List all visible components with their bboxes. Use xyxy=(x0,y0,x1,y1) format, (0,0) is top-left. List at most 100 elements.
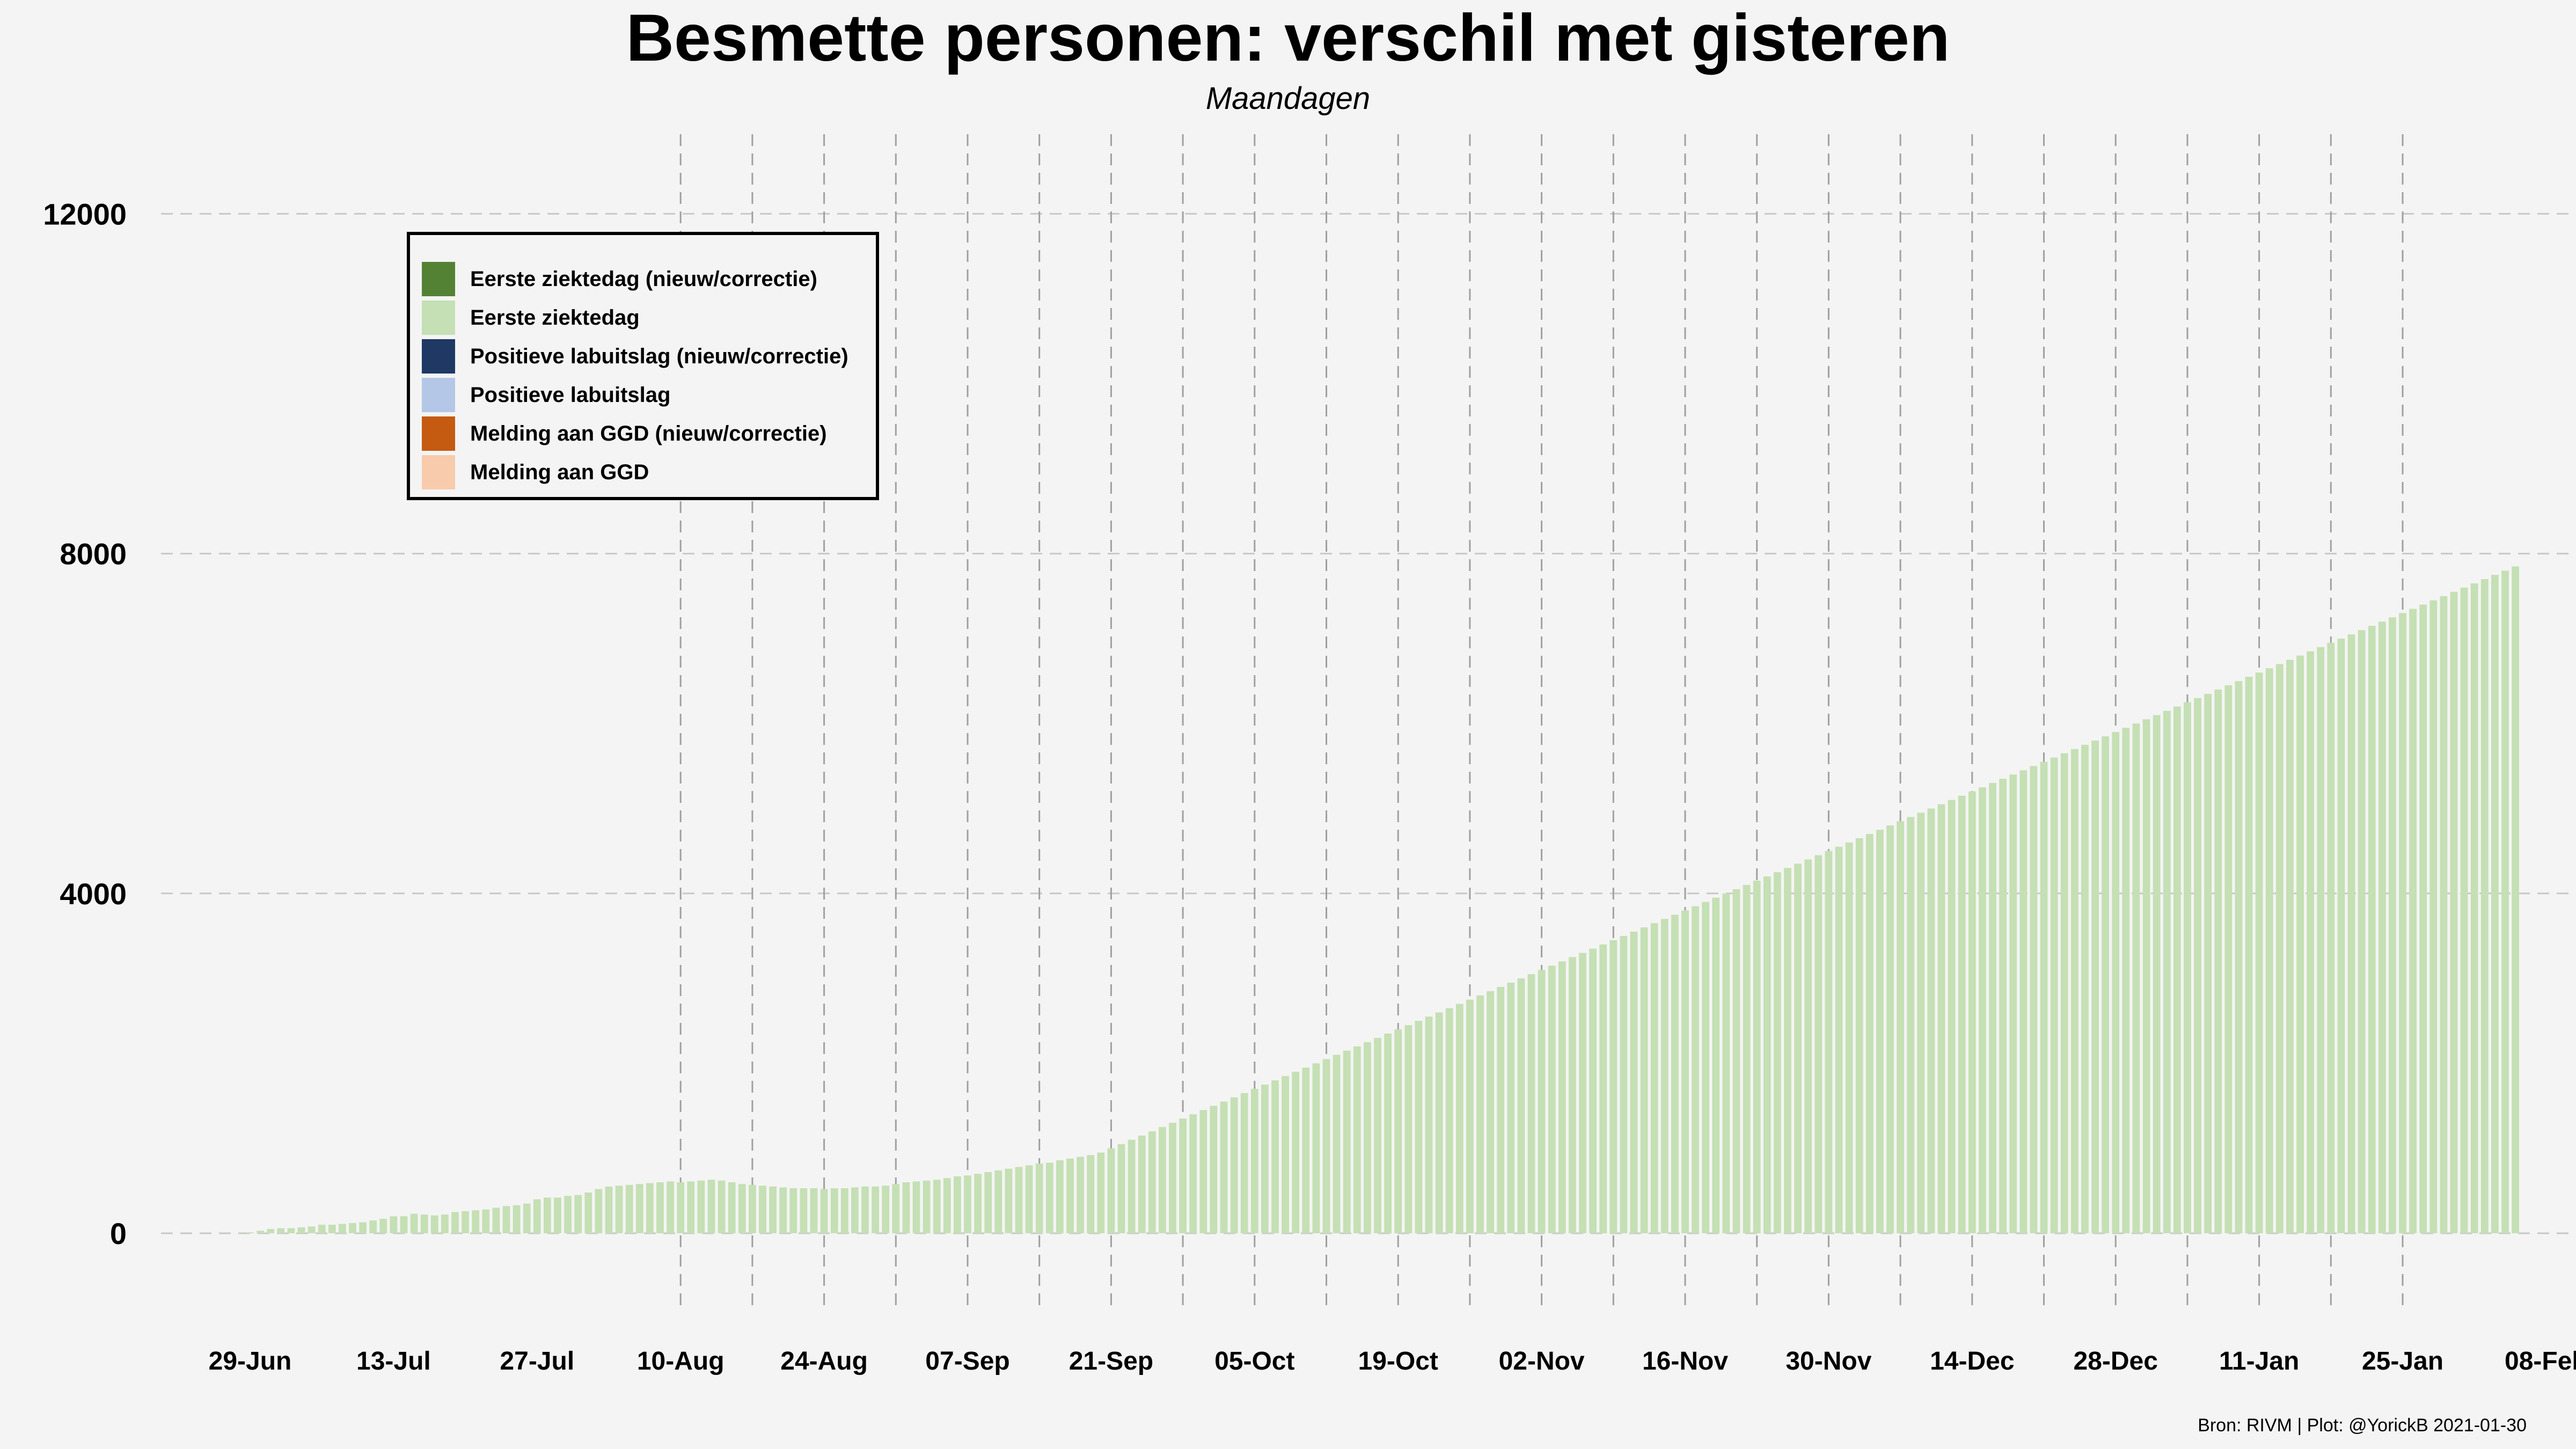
bar-eerste-ziektedag xyxy=(1579,953,1586,1233)
bar-eerste-ziektedag xyxy=(820,1189,828,1233)
bar-eerste-ziektedag xyxy=(1958,795,1966,1233)
bar-eerste-ziektedag xyxy=(800,1188,808,1233)
bar-eerste-ziektedag xyxy=(2389,617,2396,1233)
bar-eerste-ziektedag xyxy=(390,1216,398,1233)
chart-subtitle: Maandagen xyxy=(1205,81,1371,116)
bar-eerste-ziektedag xyxy=(2327,642,2335,1233)
bar-eerste-ziektedag xyxy=(1702,902,1710,1233)
bar-eerste-ziektedag xyxy=(1732,889,1740,1233)
bar-eerste-ziektedag xyxy=(2173,706,2181,1233)
bar-eerste-ziektedag xyxy=(1035,1163,1043,1233)
bar-eerste-ziektedag xyxy=(2204,693,2212,1233)
bar-eerste-ziektedag xyxy=(1230,1097,1238,1233)
bar-eerste-ziektedag xyxy=(2317,647,2325,1233)
bar-eerste-ziektedag xyxy=(1210,1106,1218,1233)
bar-eerste-ziektedag xyxy=(472,1210,480,1233)
bar-eerste-ziektedag xyxy=(2163,711,2171,1233)
bar-eerste-ziektedag xyxy=(410,1213,418,1233)
bar-eerste-ziektedag xyxy=(1404,1025,1413,1233)
bar-eerste-ziektedag xyxy=(1743,884,1751,1233)
legend-swatch xyxy=(422,262,455,296)
bar-eerste-ziektedag xyxy=(1558,961,1566,1233)
bar-eerste-ziektedag xyxy=(1425,1016,1433,1233)
bar-eerste-ziektedag xyxy=(277,1228,285,1233)
bar-eerste-ziektedag xyxy=(1476,995,1484,1233)
bar-eerste-ziektedag xyxy=(1937,804,1945,1233)
bar-eerste-ziektedag xyxy=(2275,664,2284,1233)
x-tick-label: 08-Feb xyxy=(2505,1347,2576,1375)
bar-eerste-ziektedag xyxy=(379,1219,387,1233)
bar-eerste-ziektedag xyxy=(1527,974,1535,1233)
bar-eerste-ziektedag xyxy=(1466,999,1474,1233)
legend-label: Positieve labuitslag (nieuw/correctie) xyxy=(470,344,848,368)
bar-eerste-ziektedag xyxy=(2132,723,2140,1233)
bar-eerste-ziektedag xyxy=(2153,715,2161,1233)
x-tick-label: 19-Oct xyxy=(1358,1347,1438,1375)
bar-eerste-ziektedag xyxy=(2009,774,2017,1233)
bar-eerste-ziektedag xyxy=(1189,1114,1197,1233)
bar-eerste-ziektedag xyxy=(451,1212,459,1233)
bar-eerste-ziektedag xyxy=(1261,1084,1269,1233)
bar-eerste-ziektedag xyxy=(1722,893,1730,1233)
bar-eerste-ziektedag xyxy=(892,1184,900,1233)
x-tick-label: 11-Jan xyxy=(2219,1347,2299,1375)
bar-eerste-ziektedag xyxy=(1333,1055,1341,1233)
bar-eerste-ziektedag xyxy=(2358,630,2366,1233)
source-caption: Bron: RIVM | Plot: @YorickB 2021-01-30 xyxy=(2198,1415,2527,1436)
bar-eerste-ziektedag xyxy=(861,1186,869,1233)
bar-eerste-ziektedag xyxy=(933,1180,941,1233)
x-tick-label: 07-Sep xyxy=(925,1347,1009,1375)
bar-eerste-ziektedag xyxy=(1927,808,1935,1233)
bar-eerste-ziektedag xyxy=(1599,944,1607,1233)
bar-eerste-ziektedag xyxy=(1968,791,1976,1233)
bar-eerste-ziektedag xyxy=(635,1184,643,1233)
x-tick-label: 02-Nov xyxy=(1499,1347,1585,1375)
bar-eerste-ziektedag xyxy=(430,1215,438,1233)
bar-eerste-ziektedag xyxy=(502,1206,510,1233)
bar-eerste-ziektedag xyxy=(2194,698,2201,1233)
legend-item: Positieve labuitslag xyxy=(422,376,876,414)
bar-eerste-ziektedag xyxy=(1855,838,1863,1233)
bar-eerste-ziektedag xyxy=(1240,1093,1248,1233)
bar-eerste-ziektedag xyxy=(1999,779,2007,1233)
bar-eerste-ziektedag xyxy=(1364,1042,1371,1233)
bar-eerste-ziektedag xyxy=(318,1225,326,1233)
bar-eerste-ziektedag xyxy=(1640,927,1648,1233)
bar-eerste-ziektedag xyxy=(2337,638,2345,1233)
bar-eerste-ziektedag xyxy=(677,1182,685,1233)
bar-eerste-ziektedag xyxy=(810,1188,818,1233)
chart-title: Besmette personen: verschil met gisteren xyxy=(626,1,1950,75)
bar-eerste-ziektedag xyxy=(308,1226,316,1233)
bar-eerste-ziektedag xyxy=(2460,587,2468,1233)
bar-eerste-ziektedag xyxy=(1148,1131,1156,1233)
bar-eerste-ziektedag xyxy=(2450,591,2458,1233)
bar-eerste-ziektedag xyxy=(1199,1110,1208,1233)
bar-eerste-ziektedag xyxy=(2429,600,2438,1233)
bar-eerste-ziektedag xyxy=(769,1186,777,1233)
bar-eerste-ziektedag xyxy=(851,1187,859,1233)
bar-eerste-ziektedag xyxy=(1660,919,1668,1233)
bar-eerste-ziektedag xyxy=(912,1181,920,1233)
bar-eerste-ziektedag xyxy=(2470,583,2478,1233)
bar-eerste-ziektedag xyxy=(533,1199,541,1233)
bar-eerste-ziektedag xyxy=(697,1180,705,1233)
bar-eerste-ziektedag xyxy=(1138,1135,1146,1233)
bar-eerste-ziektedag xyxy=(359,1222,367,1233)
legend-swatch xyxy=(422,378,455,412)
bar-eerste-ziektedag xyxy=(1005,1168,1013,1233)
bar-eerste-ziektedag xyxy=(1814,855,1823,1233)
bar-eerste-ziektedag xyxy=(2030,766,2038,1233)
bar-eerste-ziektedag xyxy=(420,1214,428,1233)
x-tick-label: 13-Jul xyxy=(356,1347,431,1375)
bar-eerste-ziektedag xyxy=(1445,1008,1453,1233)
bar-eerste-ziektedag xyxy=(267,1229,275,1233)
bar-eerste-ziektedag xyxy=(923,1180,931,1233)
bar-eerste-ziektedag xyxy=(1794,863,1802,1233)
bar-eerste-ziektedag xyxy=(749,1184,756,1233)
bar-eerste-ziektedag xyxy=(687,1181,695,1233)
bar-eerste-ziektedag xyxy=(1343,1050,1351,1233)
bar-eerste-ziektedag xyxy=(246,1232,254,1233)
bar-eerste-ziektedag xyxy=(1435,1012,1443,1233)
bar-eerste-ziektedag xyxy=(1179,1118,1187,1233)
bar-eerste-ziektedag xyxy=(1845,842,1853,1233)
